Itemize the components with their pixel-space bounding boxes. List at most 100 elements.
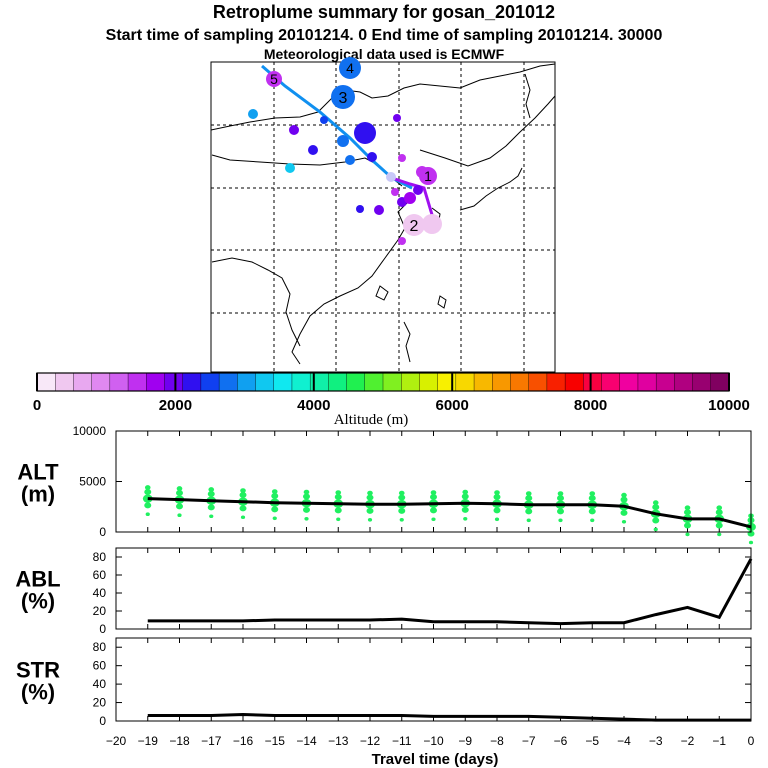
altitude-cluster-dot <box>620 509 628 516</box>
altitude-cluster-dot <box>303 506 310 513</box>
altitude-cluster-dot <box>715 522 723 529</box>
y-tick-label: 20 <box>93 696 107 710</box>
colorbar-swatch <box>583 372 603 392</box>
altitude-cluster-dot <box>271 506 279 513</box>
altitude-cluster-dot <box>334 507 342 514</box>
colorbar-swatch <box>619 372 639 392</box>
altitude-cluster-dot <box>526 518 531 523</box>
altitude-cluster-dot <box>303 493 310 500</box>
altitude-cluster-dot <box>336 517 341 522</box>
altitude-cluster-dot <box>652 500 659 506</box>
altitude-cluster-dot <box>399 517 404 522</box>
colorbar-tick-label: 8000 <box>574 397 607 414</box>
altitude-cluster-dot <box>525 495 533 502</box>
altitude-cluster-dot <box>557 508 564 515</box>
colorbar-swatch <box>55 372 75 392</box>
panel-ylabel: ABL <box>15 567 60 592</box>
series-line-abl <box>147 558 753 626</box>
x-tick-label: −4 <box>617 734 631 748</box>
colorbar-tick-label: 6000 <box>436 397 469 414</box>
altitude-cluster-dot <box>684 505 691 511</box>
x-tick-label: −8 <box>490 734 504 748</box>
x-tick-label: −14 <box>296 734 317 748</box>
colorbar-swatch <box>182 372 202 392</box>
altitude-cluster-dot <box>367 517 373 522</box>
colorbar-swatch <box>546 372 566 392</box>
panel-ylabel-unit: (%) <box>21 680 55 705</box>
panel-abl: 0 20 40 60 80 ABL(%) <box>15 547 753 636</box>
colorbar-tick-label: 10000 <box>708 397 750 414</box>
marker-1-label: 1 <box>424 168 432 184</box>
altitude-cluster-dot <box>558 518 563 523</box>
x-tick-label: −15 <box>265 734 286 748</box>
marker-4-label: 4 <box>346 60 354 76</box>
altitude-cluster-dot <box>590 518 595 523</box>
x-tick-label: −6 <box>554 734 568 748</box>
x-tick-label: −9 <box>458 734 472 748</box>
altitude-cluster-dot <box>303 489 310 495</box>
y-tick-label: 10000 <box>73 424 107 438</box>
colorbar-swatch <box>655 372 676 392</box>
marker-5-dot <box>266 71 282 87</box>
altitude-cluster-dot <box>240 488 246 493</box>
altitude-cluster-dot <box>621 519 627 524</box>
altitude-cluster-dot <box>588 508 596 515</box>
altitude-cluster-dot <box>493 494 501 501</box>
marker-5-label: 5 <box>270 71 278 87</box>
altitude-cluster-dot <box>493 507 501 514</box>
altitude-cluster-dot <box>652 517 660 524</box>
colorbar-tick-label: 2000 <box>159 397 192 414</box>
panel-frame <box>115 637 752 722</box>
marker-3-label: 3 <box>339 90 348 107</box>
marker-5: 5 <box>266 71 282 87</box>
marker-2-dot-b <box>422 214 442 234</box>
altitude-cluster-dot <box>177 513 182 518</box>
altitude-cluster-dot <box>653 527 658 532</box>
x-tick-label: −11 <box>392 734 412 748</box>
chart-title: Retroplume summary for gosan_201012 <box>212 2 556 22</box>
x-tick-label: 0 <box>748 734 755 748</box>
colorbar-swatch <box>255 372 275 392</box>
panel-ylabel: STR <box>16 658 60 683</box>
altitude-cluster-dot <box>366 507 374 514</box>
colorbar-swatch <box>455 372 475 392</box>
marker-1: 1 <box>419 167 437 185</box>
altitude-cluster-dot <box>684 509 691 516</box>
colorbar-swatch <box>674 372 694 392</box>
altitude-cluster-dot <box>716 505 723 511</box>
altitude-cluster-dot <box>430 507 437 514</box>
altitude-cluster-dot <box>335 490 342 496</box>
colorbar-swatch <box>200 372 220 392</box>
altitude-cluster-dot <box>207 491 215 498</box>
x-tick-label: −17 <box>201 734 222 748</box>
y-tick-label: 80 <box>93 640 107 654</box>
altitude-cluster-dot <box>494 490 500 496</box>
altitude-cluster-dot <box>430 494 437 501</box>
panel-alt: 0 5000 10000 ALT(m) <box>17 424 756 545</box>
altitude-cluster-dot <box>271 489 278 494</box>
colorbar-swatch <box>601 372 621 392</box>
x-axis-label: Travel time (days) <box>372 751 499 768</box>
colorbar-tick-label: 0 <box>33 397 41 414</box>
x-tick-label: −2 <box>681 734 695 748</box>
altitude-cluster-dot <box>334 494 342 501</box>
map-numbered-markers: 1 2 3 4 5 <box>266 57 442 236</box>
series-line-str <box>147 713 751 722</box>
colorbar-swatch <box>637 372 657 392</box>
colorbar-swatch <box>146 372 166 392</box>
y-tick-label: 20 <box>93 604 107 618</box>
y-tick-label: 0 <box>99 714 106 728</box>
altitude-cluster-dot <box>685 532 690 537</box>
panel-frame <box>115 547 752 630</box>
colorbar-swatch <box>401 372 421 392</box>
colorbar-swatch <box>328 372 348 392</box>
colorbar-swatch <box>273 372 293 392</box>
altitude-cluster-dot <box>525 491 532 497</box>
altitude-cluster-dot <box>684 522 691 529</box>
colorbar-swatch <box>710 372 730 392</box>
map-gridlines <box>211 62 555 372</box>
altitude-cluster-dot <box>652 504 660 511</box>
y-tick-label: 80 <box>93 550 107 564</box>
colorbar-swatch <box>437 372 457 392</box>
